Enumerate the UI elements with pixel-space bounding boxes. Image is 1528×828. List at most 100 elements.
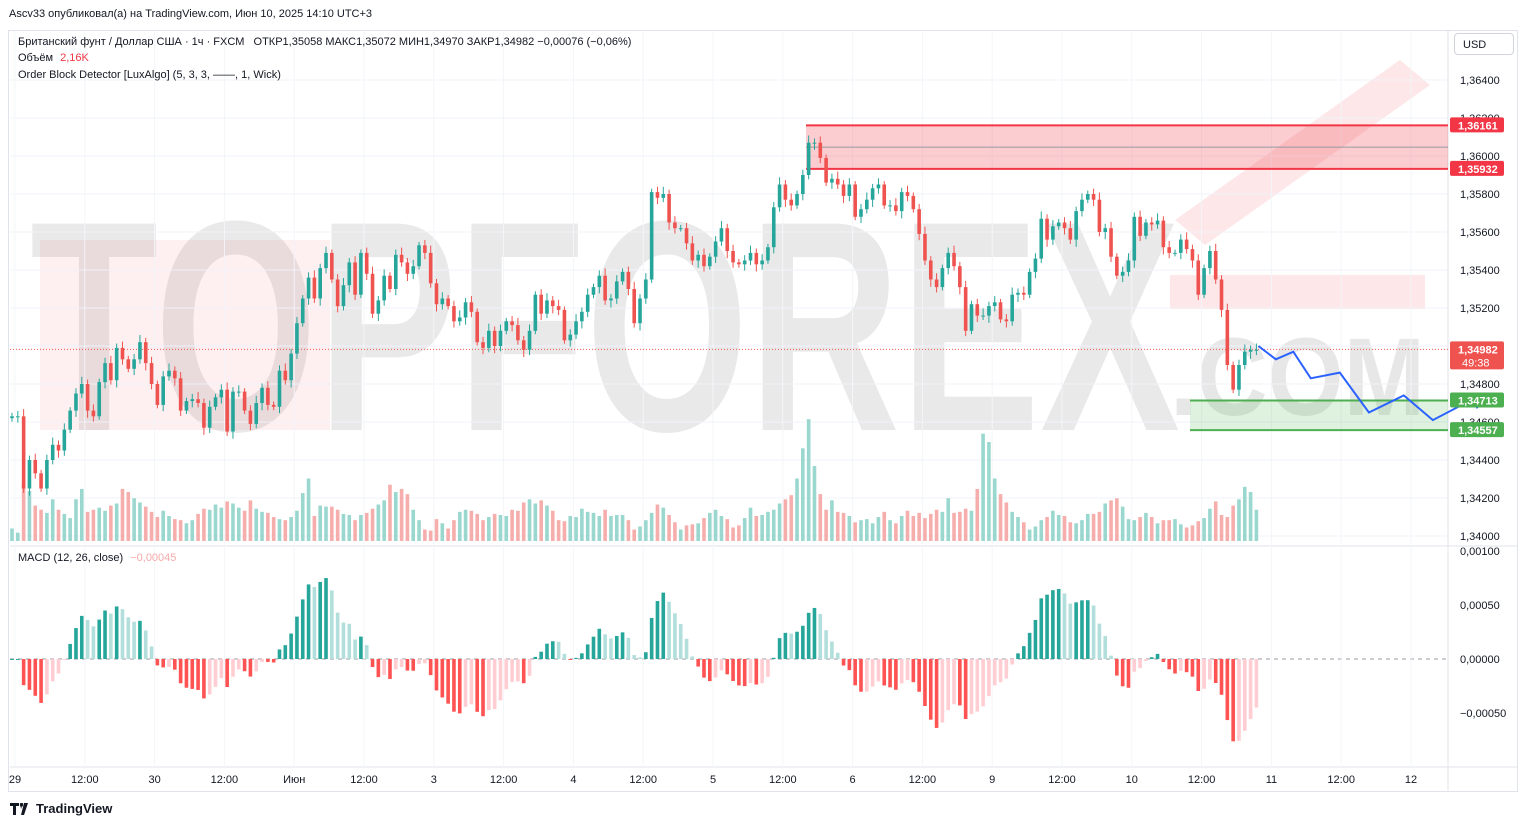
macd-bar xyxy=(614,636,619,659)
symbol-legend[interactable]: Британский фунт / Доллар США · 1ч · FXCM… xyxy=(18,36,631,48)
candle-body xyxy=(1196,260,1201,295)
volume-bar xyxy=(818,494,823,541)
volume-bar xyxy=(830,500,834,541)
volume-bar xyxy=(609,516,613,541)
candle-body xyxy=(417,245,421,267)
candle-body xyxy=(1138,216,1142,236)
volume-bar xyxy=(783,499,788,541)
candle-body xyxy=(39,473,43,489)
volume-bar xyxy=(10,528,14,541)
volume-bar xyxy=(934,509,939,541)
candle-body xyxy=(812,142,817,144)
time-tick: 4 xyxy=(570,774,576,786)
volume-bar xyxy=(1109,500,1113,541)
time-tick: 12 xyxy=(1405,774,1417,786)
macd-bar xyxy=(835,652,840,659)
volume-legend[interactable]: Объём 2,16K xyxy=(18,52,89,64)
macd-bar xyxy=(1051,590,1055,659)
volume-bar xyxy=(1051,510,1055,541)
volume-bar xyxy=(213,504,218,541)
macd-bar xyxy=(242,659,247,672)
candle-body xyxy=(702,254,706,267)
macd-bar xyxy=(260,659,264,662)
macd-bar xyxy=(684,638,689,659)
volume-bar xyxy=(1120,506,1125,541)
volume-bar xyxy=(998,494,1003,541)
volume-bar xyxy=(446,528,450,541)
demand-zone xyxy=(1190,400,1448,431)
volume-bar xyxy=(393,492,398,541)
macd-bar xyxy=(184,659,189,688)
volume-bar xyxy=(661,507,666,541)
macd-bar xyxy=(143,630,148,659)
macd-bar xyxy=(452,659,456,712)
candle-body xyxy=(824,157,828,183)
macd-label: MACD (12, 26, close) xyxy=(18,552,124,564)
macd-bar xyxy=(1045,594,1049,659)
macd-bar xyxy=(1254,659,1259,708)
time-tick: 12:00 xyxy=(350,774,378,786)
macd-bar xyxy=(905,659,910,681)
candle-body xyxy=(696,254,700,261)
volume-bar xyxy=(801,448,805,541)
volume-bar xyxy=(27,491,32,541)
volume-bar xyxy=(132,498,136,541)
price-label-text: 1,36161 xyxy=(1458,120,1498,132)
candle-body xyxy=(1056,222,1061,227)
volume-bar xyxy=(1022,522,1026,541)
tradingview-logo[interactable]: TradingView xyxy=(10,801,112,816)
candle-body xyxy=(958,266,962,288)
volume-bar xyxy=(568,516,573,541)
macd-bar xyxy=(481,659,485,717)
macd-legend[interactable]: MACD (12, 26, close) −0,00045 xyxy=(18,552,176,564)
macd-bar xyxy=(207,659,212,695)
volume-bar xyxy=(417,520,421,541)
volume-bar xyxy=(620,514,625,541)
volume-bar xyxy=(120,488,125,541)
macd-bar xyxy=(1213,659,1218,683)
macd-bar xyxy=(45,659,49,695)
volume-bar xyxy=(690,524,695,541)
volume-bar xyxy=(1039,520,1044,541)
candle-body xyxy=(231,391,235,432)
price-label-box xyxy=(1450,160,1504,176)
macd-bar xyxy=(487,659,491,711)
volume-bar xyxy=(905,510,910,541)
candle-body xyxy=(766,247,770,261)
volume-bar xyxy=(300,493,305,541)
candle-body xyxy=(266,387,270,405)
macd-bar xyxy=(527,659,532,676)
candle-body xyxy=(399,254,404,263)
indicator-legend[interactable]: Order Block Detector [LuxAlgo] (5, 3, 3,… xyxy=(18,69,281,81)
currency-button[interactable]: USD xyxy=(1454,33,1514,55)
macd-bar xyxy=(335,612,340,659)
candle-body xyxy=(79,384,84,394)
candle-body xyxy=(242,391,247,411)
candle-body xyxy=(27,460,32,489)
macd-bar xyxy=(818,614,823,659)
candle-body xyxy=(114,347,119,381)
volume-bar xyxy=(882,511,887,541)
candle-body xyxy=(963,287,968,331)
chart-frame xyxy=(8,30,1518,792)
volume-bar xyxy=(50,499,55,541)
macd-bar xyxy=(992,659,997,686)
time-axis[interactable]: 29 12:00 30 12:00 Июн 12:00 3 12:00 4 12:00 5 12:00… xyxy=(9,774,1417,786)
volume-bar xyxy=(1219,514,1224,541)
volume-bar xyxy=(39,509,43,541)
tradingview-brand: TradingView xyxy=(36,801,113,816)
volume-bar xyxy=(1126,519,1131,541)
volume-bar xyxy=(277,519,282,541)
macd-bar xyxy=(1080,600,1084,659)
macd-bar xyxy=(475,659,479,712)
time-tick: 12:00 xyxy=(71,774,99,786)
time-tick: 12:00 xyxy=(909,774,937,786)
macd-bar xyxy=(1109,655,1113,659)
candle-body xyxy=(434,283,439,305)
price-label-text: 1,34713 xyxy=(1458,396,1498,408)
candle-body xyxy=(213,397,218,407)
volume-bar xyxy=(289,517,293,541)
macd-bar xyxy=(1126,659,1131,688)
